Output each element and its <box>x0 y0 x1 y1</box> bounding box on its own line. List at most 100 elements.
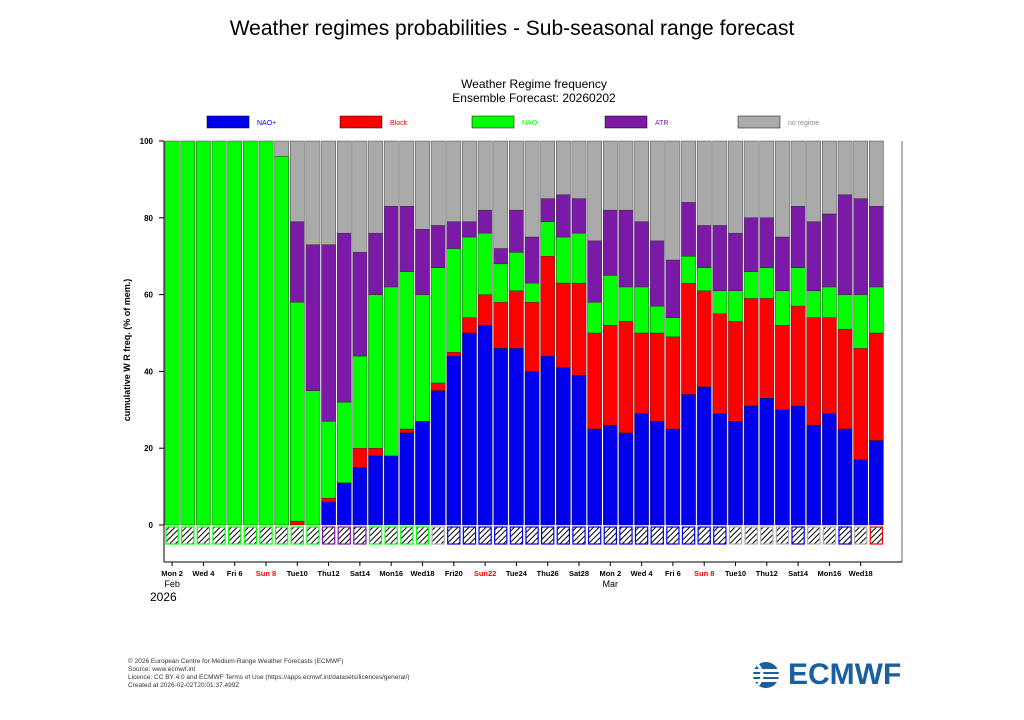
strip-cell-day-26 <box>572 526 586 545</box>
bar-atr-day-9 <box>305 244 321 391</box>
bar-block-day-12 <box>352 448 368 468</box>
bar-nao--day-25 <box>556 236 571 284</box>
ecmwf-logo-icon <box>748 662 784 688</box>
strip-cell-day-2 <box>196 526 211 545</box>
bar-nao--day-38 <box>759 398 775 526</box>
bar-atr-day-30 <box>634 221 649 288</box>
strip-cell-day-18 <box>447 526 461 545</box>
bar-no-regime-day-15 <box>399 140 415 207</box>
bar-no-regime-day-16 <box>415 140 430 230</box>
x-tick-label-day-12: Sat14 <box>350 569 371 578</box>
bar-no-regime-day-35 <box>712 140 728 226</box>
bar-no-regime-day-22 <box>509 140 524 211</box>
bar-nao--day-33 <box>681 394 696 526</box>
bar-nao--day-40 <box>790 267 806 307</box>
bar-no-regime-day-24 <box>540 140 555 199</box>
bar-no-regime-day-27 <box>587 140 602 242</box>
footer-source: Source: www.ecmwf.int <box>128 666 196 673</box>
x-tick-label-day-36: Tue10 <box>725 569 746 578</box>
bar-block-day-34 <box>696 290 712 387</box>
x-tick-label-day-32: Fri 6 <box>665 569 681 578</box>
legend-label: NAO+ <box>257 120 276 127</box>
bar-atr-day-37 <box>743 217 759 272</box>
strip-cell-day-21 <box>494 526 508 545</box>
strip-cell-day-20 <box>478 526 492 545</box>
bar-nao--day-34 <box>696 267 712 291</box>
strip-cell-box <box>697 526 711 545</box>
legend-item-atr: ATR <box>604 115 668 129</box>
bar-nao--day-21 <box>493 348 509 526</box>
bar-block-day-18 <box>446 352 462 357</box>
bar-atr-day-36 <box>728 232 743 291</box>
strip-cell-day-0 <box>165 526 179 545</box>
strip-cell-box <box>462 526 477 545</box>
bar-block-day-8 <box>290 520 305 526</box>
bar-atr-day-27 <box>587 240 602 303</box>
bar-block-day-39 <box>775 325 790 411</box>
x-tick-label-day-38: Thu12 <box>756 569 778 578</box>
strip-cell-day-30 <box>634 526 649 545</box>
bar-nao--day-14 <box>383 286 399 457</box>
legend-label: ATR <box>655 120 668 127</box>
bar-nao--day-16 <box>415 294 430 422</box>
chart-title: Weather Regime frequency <box>461 77 607 91</box>
bar-atr-day-13 <box>368 232 383 295</box>
bar-nao--day-24 <box>540 221 555 257</box>
bar-nao--day-42 <box>822 413 837 526</box>
bar-atr-day-23 <box>524 236 540 284</box>
y-tick-label-100: 100 <box>140 137 154 146</box>
strip-cell-box <box>807 526 821 545</box>
bar-atr-day-12 <box>352 252 368 357</box>
bar-nao--day-43 <box>837 294 853 330</box>
bar-no-regime-day-17 <box>430 140 446 226</box>
bar-nao--day-27 <box>587 302 602 334</box>
bar-no-regime-day-37 <box>743 140 759 219</box>
bar-atr-day-33 <box>681 202 696 257</box>
bar-no-regime-day-25 <box>556 140 571 195</box>
strip-cell-box <box>838 526 852 545</box>
bar-no-regime-day-20 <box>477 140 493 211</box>
strip-cell-day-4 <box>228 526 242 545</box>
strip-cell-box <box>572 526 586 545</box>
bar-no-regime-day-39 <box>775 140 790 238</box>
bar-no-regime-day-9 <box>305 140 321 245</box>
bar-nao--day-44 <box>853 459 868 526</box>
strip-cell-day-37 <box>744 526 758 545</box>
strip-cell-box <box>196 526 211 545</box>
strip-cell-box <box>415 526 430 545</box>
bar-block-day-44 <box>853 348 868 460</box>
bar-nao--day-9 <box>305 390 321 526</box>
bar-block-day-30 <box>634 332 649 414</box>
bar-atr-day-26 <box>571 198 587 234</box>
x-tick-label-day-44: Wed18 <box>849 569 873 578</box>
bar-nao--day-41 <box>806 424 822 526</box>
bar-block-day-20 <box>477 294 493 326</box>
strip-cell-day-27 <box>587 526 602 545</box>
strip-cell-day-42 <box>822 526 837 545</box>
x-tick-label-day-28: Mon 2 <box>599 569 621 578</box>
footer-copyright: © 2026 European Centre for Medium-Range … <box>128 658 344 665</box>
strip-cell-day-19 <box>462 526 477 545</box>
bar-nao--day-39 <box>775 290 790 326</box>
bar-nao--day-35 <box>712 290 728 315</box>
bar-atr-day-42 <box>822 213 837 288</box>
bar-nao--day-19 <box>462 332 477 526</box>
legend-swatch <box>604 115 648 129</box>
bar-nao--day-30 <box>634 286 649 334</box>
legend-swatch <box>737 115 781 129</box>
bar-nao--day-2 <box>196 140 211 526</box>
strip-cell-box <box>274 526 289 545</box>
bar-nao--day-14 <box>383 455 399 526</box>
strip-cell-box <box>634 526 649 545</box>
strip-cell-box <box>259 526 273 545</box>
bar-block-day-45 <box>869 332 884 441</box>
strip-cell-day-22 <box>509 526 524 545</box>
x-tick-label-day-0: Mon 2 <box>161 569 183 578</box>
x-tick-label-day-42: Mon16 <box>818 569 842 578</box>
bar-block-day-33 <box>681 282 696 395</box>
bar-nao--day-21 <box>493 263 509 303</box>
bar-nao--day-15 <box>399 432 415 526</box>
strip-cell-box <box>728 526 743 545</box>
strip-cell-box <box>713 526 727 545</box>
ecmwf-logo[interactable]: ECMWF <box>748 658 901 691</box>
